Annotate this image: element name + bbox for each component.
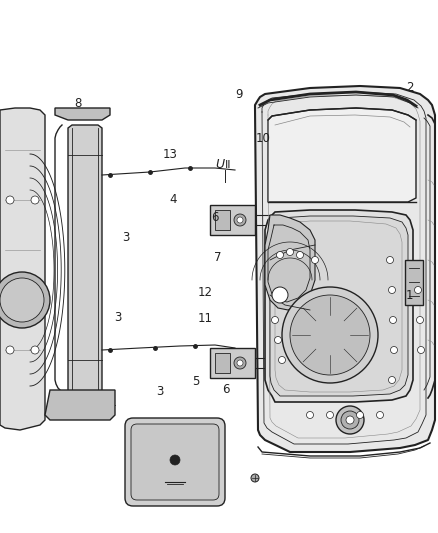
Circle shape — [170, 455, 180, 465]
FancyBboxPatch shape — [125, 418, 225, 506]
Circle shape — [336, 406, 364, 434]
Circle shape — [272, 317, 279, 324]
Text: 9: 9 — [235, 88, 243, 101]
Circle shape — [6, 346, 14, 354]
Circle shape — [311, 256, 318, 263]
Polygon shape — [268, 108, 416, 202]
Circle shape — [357, 411, 364, 418]
Circle shape — [346, 416, 354, 424]
FancyBboxPatch shape — [131, 424, 219, 500]
Polygon shape — [210, 348, 255, 378]
Text: 6: 6 — [222, 383, 230, 395]
Polygon shape — [0, 108, 45, 430]
Polygon shape — [265, 215, 315, 310]
Circle shape — [279, 357, 286, 364]
Circle shape — [234, 357, 246, 369]
Polygon shape — [210, 205, 255, 235]
Text: II: II — [225, 160, 231, 170]
Text: 7: 7 — [214, 251, 222, 264]
Circle shape — [307, 411, 314, 418]
Circle shape — [234, 214, 246, 226]
Text: 12: 12 — [198, 286, 212, 298]
Circle shape — [237, 360, 243, 366]
Polygon shape — [265, 210, 413, 402]
Text: 3: 3 — [115, 311, 122, 324]
Circle shape — [0, 272, 50, 328]
Circle shape — [251, 474, 259, 482]
Text: 4: 4 — [169, 193, 177, 206]
Circle shape — [276, 252, 283, 259]
Circle shape — [31, 346, 39, 354]
Circle shape — [389, 317, 396, 324]
Text: 5: 5 — [193, 375, 200, 387]
Polygon shape — [45, 390, 115, 420]
Text: 11: 11 — [198, 312, 212, 325]
Circle shape — [391, 346, 398, 353]
Text: 10: 10 — [255, 132, 270, 145]
Polygon shape — [130, 425, 220, 495]
Text: 3: 3 — [123, 231, 130, 244]
Circle shape — [326, 411, 333, 418]
Circle shape — [297, 252, 304, 259]
Circle shape — [386, 256, 393, 263]
Polygon shape — [215, 210, 230, 230]
Circle shape — [6, 196, 14, 204]
Text: 13: 13 — [162, 148, 177, 161]
Circle shape — [417, 346, 424, 353]
Circle shape — [282, 287, 378, 383]
Polygon shape — [270, 216, 408, 396]
Circle shape — [389, 287, 396, 294]
Circle shape — [272, 287, 288, 303]
Text: 6: 6 — [211, 211, 219, 224]
Polygon shape — [215, 353, 230, 373]
Polygon shape — [255, 86, 435, 452]
Circle shape — [417, 317, 424, 324]
Text: 1: 1 — [406, 289, 413, 302]
Circle shape — [0, 278, 44, 322]
Text: U: U — [215, 158, 225, 172]
Polygon shape — [68, 125, 102, 394]
Circle shape — [31, 196, 39, 204]
Circle shape — [286, 248, 293, 255]
Circle shape — [389, 376, 396, 384]
Circle shape — [290, 295, 370, 375]
Circle shape — [377, 411, 384, 418]
Circle shape — [341, 411, 359, 429]
Circle shape — [275, 336, 282, 343]
Polygon shape — [55, 108, 110, 120]
Text: 2: 2 — [406, 82, 413, 94]
Circle shape — [414, 287, 421, 294]
Circle shape — [237, 217, 243, 223]
Text: 8: 8 — [74, 98, 81, 110]
Text: 3: 3 — [156, 385, 163, 398]
Polygon shape — [405, 260, 423, 305]
